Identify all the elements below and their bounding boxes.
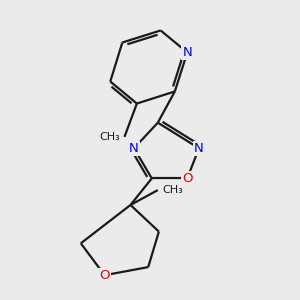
Text: N: N bbox=[129, 142, 139, 155]
Text: O: O bbox=[182, 172, 193, 185]
Text: CH₃: CH₃ bbox=[162, 185, 183, 195]
Text: O: O bbox=[99, 269, 110, 282]
Text: N: N bbox=[194, 142, 204, 155]
Text: N: N bbox=[182, 46, 192, 59]
Text: CH₃: CH₃ bbox=[100, 132, 120, 142]
